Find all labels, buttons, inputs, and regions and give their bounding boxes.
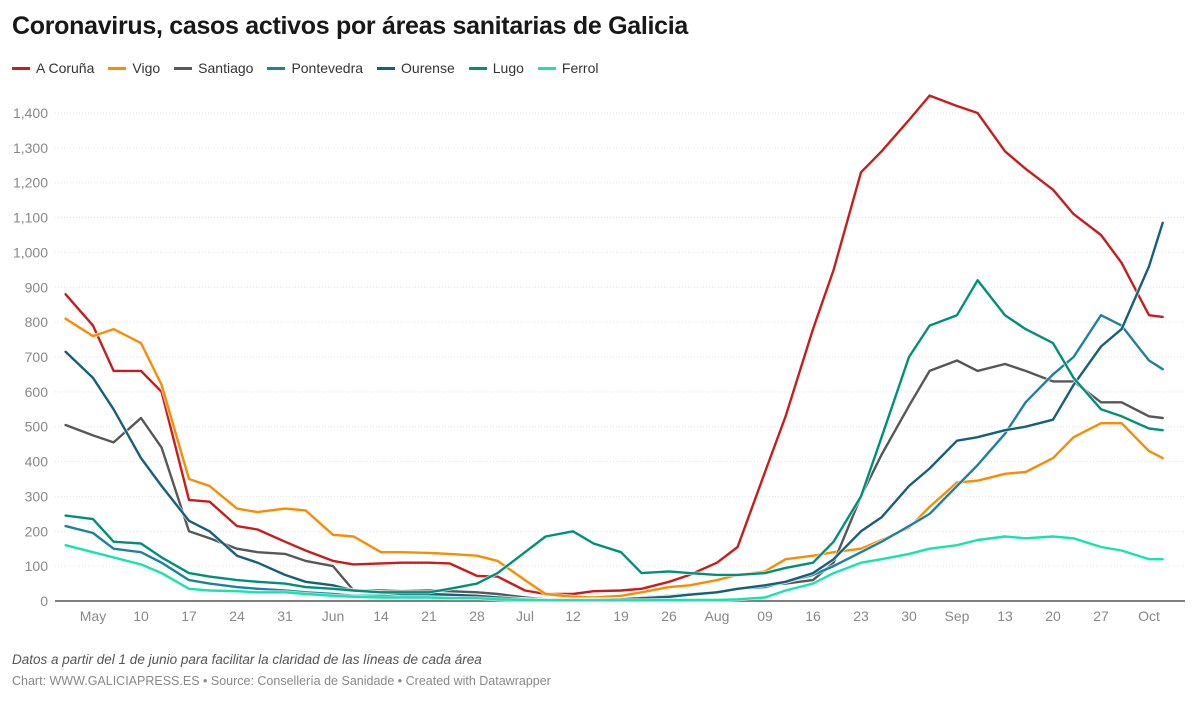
chart-note: Datos a partir del 1 de junio para facil…: [12, 652, 482, 667]
x-tick-label: 27: [1093, 608, 1109, 624]
chart-credit: Chart: WWW.GALICIAPRESS.ES • Source: Con…: [12, 674, 551, 688]
y-tick-label: 1,000: [13, 244, 48, 260]
legend-swatch: [267, 66, 286, 70]
y-tick-label: 700: [25, 349, 49, 365]
series-line-vigo: [64, 317, 1164, 599]
x-tick-label: 16: [805, 608, 821, 624]
x-tick-label: 12: [565, 608, 581, 624]
legend-swatch: [537, 66, 556, 70]
series-line-ferrol: [64, 535, 1164, 602]
legend-swatch: [12, 66, 30, 70]
legend-item: A Coruña: [12, 60, 94, 76]
y-tick-label: 0: [40, 593, 48, 609]
x-tick-label: 28: [469, 608, 485, 624]
x-tick-label: Jul: [516, 608, 534, 624]
series-line-lugo: [64, 279, 1164, 594]
x-tick-label: Sep: [945, 608, 970, 624]
legend-item: Vigo: [108, 60, 160, 76]
x-tick-label: 19: [613, 608, 629, 624]
series-halo: [64, 317, 1164, 600]
x-tick-label: 09: [757, 608, 773, 624]
legend-label: Pontevedra: [291, 60, 364, 76]
x-tick-label: 31: [277, 608, 293, 624]
x-tick-label: 10: [133, 608, 149, 624]
series-line-santiago: [64, 359, 1164, 601]
x-tick-label: Jun: [322, 608, 345, 624]
legend-label: Ourense: [401, 60, 455, 76]
series-halo: [64, 358, 1163, 602]
legend-item: Lugo: [468, 60, 524, 76]
y-tick-label: 800: [25, 314, 49, 330]
legend-swatch: [377, 66, 396, 70]
x-tick-label: 20: [1045, 608, 1061, 624]
x-tick-label: Oct: [1138, 608, 1160, 624]
y-tick-label: 1,200: [13, 175, 48, 191]
x-tick-label: 21: [421, 608, 437, 624]
legend-item: Ourense: [377, 60, 455, 76]
legend-swatch: [174, 66, 193, 70]
x-tick-label: 13: [997, 608, 1013, 624]
x-tick-label: 26: [661, 608, 677, 624]
legend-item: Santiago: [174, 60, 253, 76]
legend: A Coruña Vigo Santiago Pontevedra Ourense Lug…: [12, 60, 598, 76]
y-tick-label: 900: [25, 279, 49, 295]
y-tick-label: 100: [25, 558, 49, 574]
legend-label: Santiago: [198, 60, 254, 76]
x-tick-label: 23: [853, 608, 869, 624]
y-tick-label: 1,300: [13, 140, 48, 156]
legend-item: Pontevedra: [267, 60, 363, 76]
y-tick-label: 1,400: [13, 105, 48, 121]
series-line-ourense: [64, 221, 1164, 602]
y-tick-label: 300: [25, 488, 49, 504]
x-tick-label: Aug: [705, 608, 730, 624]
y-tick-label: 1,100: [13, 210, 48, 226]
x-tick-label: 30: [901, 608, 917, 624]
x-tick-label: 17: [181, 608, 197, 624]
legend-label: Vigo: [132, 60, 161, 76]
series-halo: [65, 313, 1164, 602]
series-halo: [64, 222, 1165, 602]
y-tick-label: 200: [25, 523, 49, 539]
y-tick-label: 400: [25, 454, 49, 470]
x-tick-label: May: [80, 608, 106, 624]
legend-label: A Coruña: [36, 60, 95, 76]
legend-swatch: [108, 66, 127, 70]
y-tick-label: 500: [25, 419, 49, 435]
legend-swatch: [468, 66, 487, 70]
y-tick-label: 600: [25, 384, 49, 400]
x-tick-label: 24: [229, 608, 245, 624]
series-line-a-coruña: [64, 94, 1164, 596]
series-line-pontevedra: [64, 314, 1164, 602]
chart-title: Coronavirus, casos activos por áreas san…: [12, 12, 688, 40]
legend-item: Ferrol: [537, 60, 599, 76]
legend-label: Lugo: [492, 60, 524, 76]
legend-label: Ferrol: [561, 60, 599, 76]
x-tick-label: 14: [373, 608, 389, 624]
